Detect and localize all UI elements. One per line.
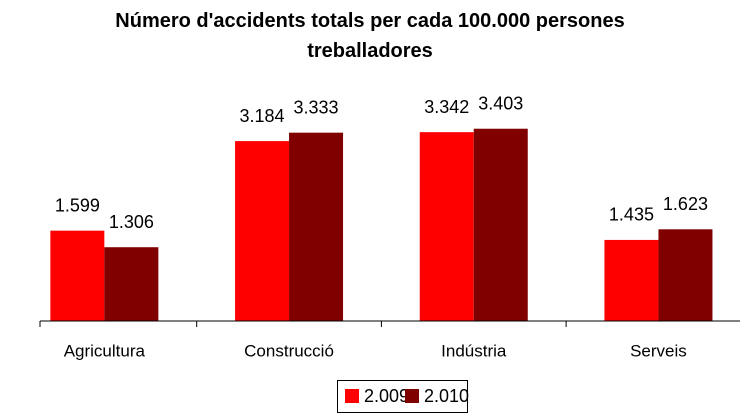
bar (658, 229, 713, 321)
data-label: 1.306 (109, 212, 154, 232)
legend-label: 2.009 (364, 386, 409, 406)
legend-box (337, 380, 468, 413)
bar (235, 141, 290, 321)
bar (50, 230, 105, 321)
legend-swatch (405, 389, 419, 403)
data-label: 3.333 (294, 97, 339, 117)
data-label: 3.403 (478, 93, 523, 113)
legend-swatch (345, 389, 359, 403)
x-tick-label: Construcció (244, 341, 334, 360)
data-label: 3.342 (424, 97, 469, 117)
x-tick-label: Serveis (630, 341, 687, 360)
data-label: 1.623 (663, 194, 708, 214)
bar (604, 239, 659, 321)
bar (473, 128, 528, 321)
data-label: 1.435 (609, 205, 654, 225)
data-label: 3.184 (240, 106, 285, 126)
data-label: 1.599 (55, 195, 100, 215)
bar (289, 132, 344, 321)
bar (419, 132, 474, 321)
legend-label: 2.010 (424, 386, 469, 406)
x-tick-label: Agricultura (64, 341, 146, 360)
bar (104, 247, 159, 321)
chart-title: Número d'accidents totals per cada 100.0… (115, 10, 625, 62)
x-tick-label: Indústria (441, 341, 507, 360)
